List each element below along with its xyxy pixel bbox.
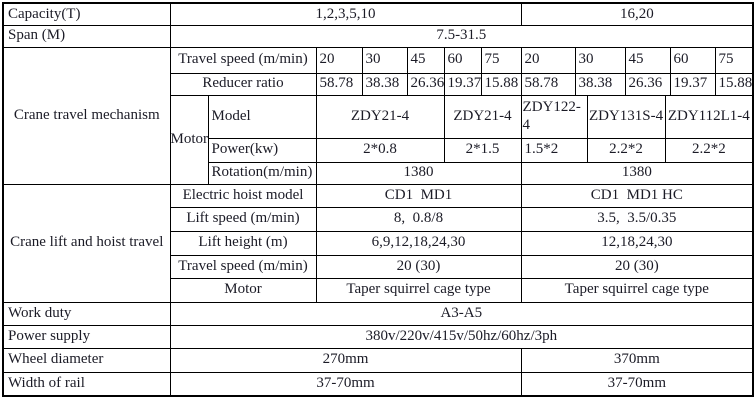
lift-speed-row: Lift speed (m/min) 8, 0.8/8 3.5, 3.5/0.3…: [3, 206, 754, 232]
reducer-ratio-value-6: 38.38: [574, 72, 626, 96]
motor-model-row: Motor Model ZDY21-4 ZDY21-4 ZDY122-4 ZDY…: [3, 94, 754, 185]
motor-model-value-0: ZDY21-4: [315, 94, 445, 139]
travel-speed-value-4: 75: [480, 46, 522, 74]
motor-rotation-value-1: 1380: [520, 161, 754, 185]
motor-model-value-4: ZDY112L1-4: [664, 94, 754, 139]
motor-model-value-3: ZDY131S-4: [586, 94, 666, 139]
wheel-diameter-label: Wheel diameter: [2, 347, 171, 373]
hoist-motor-label: Motor: [169, 277, 317, 303]
lift-speed-right: 3.5, 3.5/0.35: [520, 206, 754, 232]
width-of-rail-label: Width of rail: [2, 371, 171, 397]
motor-power-row: Power(kw) 2*0.8 2*1.5 1.5*2 2.2*2 2.2*2: [3, 137, 754, 163]
work-duty-label: Work duty: [2, 301, 171, 326]
motor-model-label: Model: [207, 94, 317, 139]
hoist-model-label: Electric hoist model: [169, 183, 317, 208]
wheel-diameter-row: Wheel diameter 270mm 370mm: [2, 347, 754, 373]
travel-mechanism-label: Crane travel mechanism: [2, 46, 171, 185]
motor-model-value-2: ZDY122-4: [520, 94, 588, 139]
reducer-ratio-row: Reducer ratio 58.78 38.38 26.36 19.37 15…: [3, 72, 754, 96]
motor-power-value-1: 2*1.5: [443, 137, 522, 163]
power-supply-value: 380v/220v/415v/50hz/60hz/3ph: [169, 324, 754, 349]
hoist-travel-speed-right: 20 (30): [520, 254, 754, 279]
lift-hoist-label: Crane lift and hoist travel: [2, 183, 171, 303]
reducer-ratio-value-0: 58.78: [315, 72, 363, 96]
travel-speed-value-3: 60: [443, 46, 482, 74]
motor-power-label: Power(kw): [207, 137, 317, 163]
span-label: Span (M): [2, 24, 171, 48]
hoist-model-right: CD1 MD1 HC: [520, 183, 754, 208]
reducer-ratio-value-9: 15.88: [714, 72, 754, 96]
motor-power-value-3: 2.2*2: [586, 137, 666, 163]
hoist-motor-left: Taper squirrel cage type: [315, 277, 522, 303]
hoist-model-left: CD1 MD1: [315, 183, 522, 208]
reducer-ratio-value-3: 19.37: [443, 72, 482, 96]
reducer-ratio-label: Reducer ratio: [169, 72, 317, 96]
width-of-rail-left: 37-70mm: [169, 371, 522, 397]
motor-model-value-1: ZDY21-4: [443, 94, 522, 139]
travel-speed-value-2: 45: [406, 46, 445, 74]
power-supply-row: Power supply 380v/220v/415v/50hz/60hz/3p…: [2, 324, 754, 349]
span-row: Span (M) 7.5-31.5: [2, 24, 754, 48]
wheel-diameter-right: 370mm: [520, 347, 754, 373]
lift-height-row: Lift height (m) 6,9,12,18,24,30 12,18,24…: [3, 230, 754, 256]
lift-height-left: 6,9,12,18,24,30: [315, 230, 522, 256]
reducer-ratio-value-4: 15.88: [480, 72, 522, 96]
reducer-ratio-value-8: 19.37: [669, 72, 716, 96]
travel-speed-value-5: 20: [520, 46, 576, 74]
travel-speed-row: Crane travel mechanism Travel speed (m/m…: [2, 46, 754, 185]
travel-speed-value-1: 30: [361, 46, 408, 74]
motor-power-value-4: 2.2*2: [664, 137, 754, 163]
travel-speed-value-7: 45: [624, 46, 671, 74]
motor-rotation-label: Rotation(m/min): [207, 161, 317, 185]
hoist-travel-speed-label: Travel speed (m/min): [169, 254, 317, 279]
motor-rotation-value-0: 1380: [315, 161, 522, 185]
travel-speed-value-0: 20: [315, 46, 363, 74]
width-of-rail-row: Width of rail 37-70mm 37-70mm: [2, 371, 754, 397]
capacity-row: Capacity(T) 1,2,3,5,10 16,20: [2, 2, 754, 26]
travel-speed-value-9: 75: [714, 46, 754, 74]
lift-speed-left: 8, 0.8/8: [315, 206, 522, 232]
hoist-model-row: Crane lift and hoist travel Electric hoi…: [2, 183, 754, 303]
hoist-travel-speed-left: 20 (30): [315, 254, 522, 279]
lift-height-right: 12,18,24,30: [520, 230, 754, 256]
reducer-ratio-value-2: 26.36: [406, 72, 445, 96]
work-duty-value: A3-A5: [169, 301, 754, 326]
work-duty-row: Work duty A3-A5: [2, 301, 754, 326]
capacity-label: Capacity(T): [2, 2, 171, 26]
width-of-rail-right: 37-70mm: [520, 371, 754, 397]
reducer-ratio-value-5: 58.78: [520, 72, 576, 96]
travel-speed-value-6: 30: [574, 46, 626, 74]
capacity-right-value: 16,20: [520, 2, 754, 26]
span-value: 7.5-31.5: [169, 24, 754, 48]
hoist-motor-right: Taper squirrel cage type: [520, 277, 754, 303]
hoist-motor-row: Motor Taper squirrel cage type Taper squ…: [3, 277, 754, 303]
motor-rotation-row: Rotation(m/min) 1380 1380: [3, 161, 754, 185]
hoist-travel-speed-row: Travel speed (m/min) 20 (30) 20 (30): [3, 254, 754, 279]
motor-power-value-0: 2*0.8: [315, 137, 445, 163]
travel-speed-label: Travel speed (m/min): [169, 46, 317, 74]
travel-speed-value-8: 60: [669, 46, 716, 74]
motor-power-value-2: 1.5*2: [520, 137, 588, 163]
wheel-diameter-left: 270mm: [169, 347, 522, 373]
motor-group-label: Motor: [169, 94, 209, 185]
lift-height-label: Lift height (m): [169, 230, 317, 256]
power-supply-label: Power supply: [2, 324, 171, 349]
reducer-ratio-value-7: 26.36: [624, 72, 671, 96]
lift-speed-label: Lift speed (m/min): [169, 206, 317, 232]
reducer-ratio-value-1: 38.38: [361, 72, 408, 96]
capacity-left-value: 1,2,3,5,10: [169, 2, 522, 26]
